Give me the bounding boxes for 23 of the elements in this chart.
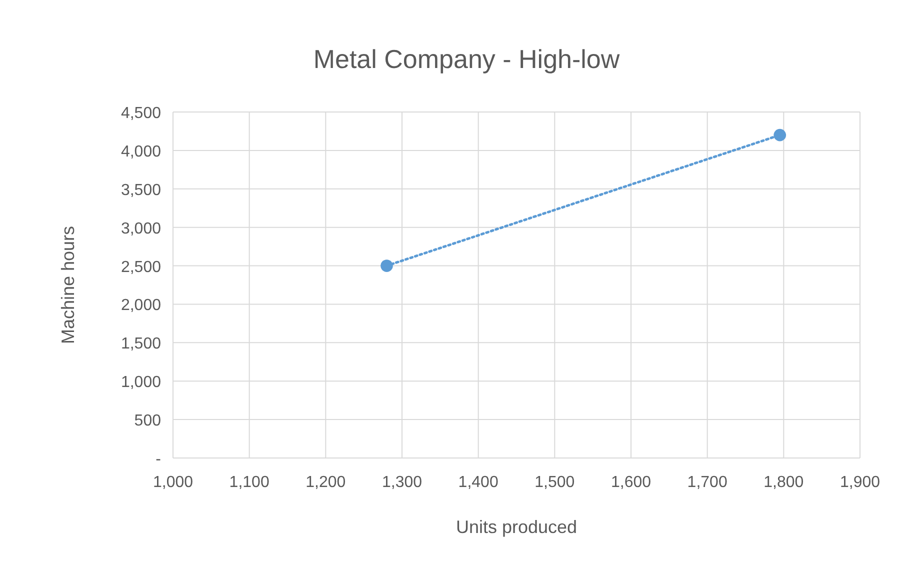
chart-title: Metal Company - High-low bbox=[313, 44, 620, 74]
x-tick-label: 1,300 bbox=[382, 474, 422, 491]
x-tick-label: 1,600 bbox=[610, 474, 652, 491]
y-tick-label: 4,500 bbox=[120, 105, 162, 122]
y-tick-label: 4,000 bbox=[120, 143, 162, 160]
x-tick-label: 1,000 bbox=[152, 474, 194, 491]
x-tick-label: 1,800 bbox=[764, 474, 804, 491]
y-tick-label: 3,000 bbox=[120, 220, 162, 238]
y-axis-title: Machine hours bbox=[58, 226, 78, 344]
x-tick-label: 1,900 bbox=[840, 474, 880, 491]
y-tick-label: 2,000 bbox=[120, 297, 162, 314]
x-tick-label: 1,400 bbox=[458, 474, 498, 491]
y-tick-label: 2,500 bbox=[120, 258, 162, 276]
y-tick-label: 3,500 bbox=[120, 182, 162, 199]
x-tick-label: 1,700 bbox=[687, 474, 728, 491]
x-tick-label: 1,200 bbox=[306, 474, 346, 491]
x-axis-title: Units produced bbox=[456, 517, 578, 537]
y-tick-label: 1,500 bbox=[120, 336, 162, 353]
y-tick-label: 500 bbox=[134, 412, 162, 430]
y-tick-label: - bbox=[156, 451, 161, 468]
x-tick-label: 1,500 bbox=[534, 474, 575, 491]
y-tick-label: 1,000 bbox=[120, 374, 162, 392]
x-tick-label: 1,100 bbox=[229, 474, 270, 491]
